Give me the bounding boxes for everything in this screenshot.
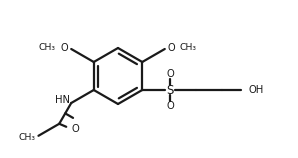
Text: O: O (60, 43, 68, 53)
Text: CH₃: CH₃ (180, 43, 197, 52)
Text: OH: OH (248, 85, 263, 95)
Text: HN: HN (55, 95, 70, 105)
Text: O: O (168, 43, 176, 53)
Text: O: O (71, 124, 79, 134)
Text: S: S (167, 83, 174, 97)
Text: O: O (166, 101, 174, 111)
Text: CH₃: CH₃ (18, 133, 35, 142)
Text: CH₃: CH₃ (38, 43, 55, 52)
Text: O: O (166, 69, 174, 79)
